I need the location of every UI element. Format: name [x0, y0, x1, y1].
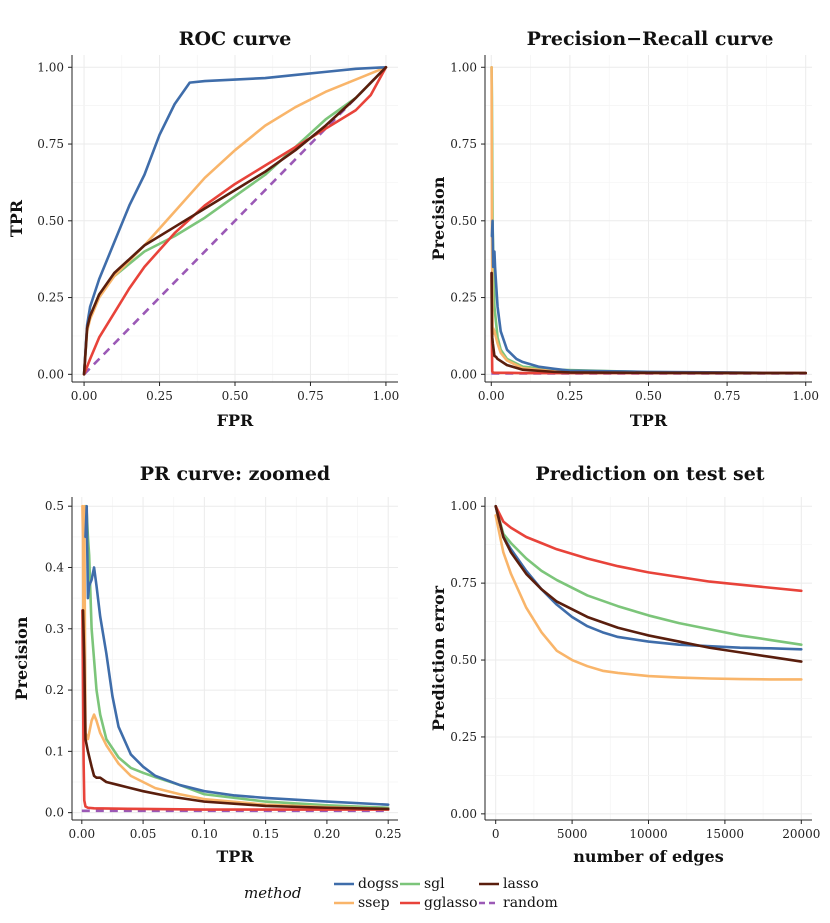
- y-axis-label: Precision: [12, 616, 31, 700]
- legend-label: dogss: [358, 876, 399, 892]
- x-tick-label: 0.00: [478, 389, 505, 403]
- x-tick-label: 0.00: [71, 389, 98, 403]
- series-line-dogss: [490, 219, 808, 375]
- series-line-ssep: [81, 504, 390, 811]
- gridlines: [485, 497, 812, 820]
- series-line-ssep: [494, 514, 803, 681]
- legend-title: method: [244, 884, 301, 902]
- panel-prediction-on-test-set: 0 5000 10000 15000 20000 0.00 0.25 0.50 0.75 1.00…: [429, 463, 820, 866]
- series-line-dogss: [494, 504, 803, 651]
- y-tick-label: 0.2: [45, 683, 64, 697]
- x-axis-label: number of edges: [573, 847, 723, 866]
- legend-label: gglasso: [424, 895, 478, 911]
- x-tick-label: 15000: [706, 827, 744, 841]
- series-line-gglasso: [81, 609, 390, 811]
- y-tick-label: 0.75: [37, 137, 64, 151]
- x-tick-label: 0.10: [191, 827, 218, 841]
- legend-label: sgl: [424, 876, 445, 892]
- x-tick-label: 10000: [629, 827, 667, 841]
- series-line-random: [83, 66, 387, 376]
- series-line-gglasso: [82, 65, 388, 376]
- series-line-lasso: [81, 609, 390, 811]
- y-tick-label: 0.75: [450, 576, 477, 590]
- series-line-lasso: [82, 65, 388, 376]
- y-tick-label: 1.00: [37, 60, 64, 74]
- x-axis-label: FPR: [217, 411, 254, 430]
- legend-item-ssep: ssep: [334, 895, 390, 911]
- gridlines: [72, 497, 398, 820]
- x-tick-label: 0.05: [130, 827, 157, 841]
- y-tick-label: 1.00: [450, 499, 477, 513]
- panel-pr-curve-zoomed: 0.00 0.05 0.10 0.15 0.20 0.25 0.0 0.1 0.2 0.3 0.4 0…: [12, 463, 402, 866]
- x-tick-label: 0.50: [222, 389, 249, 403]
- series-lines: [494, 504, 803, 681]
- series-lines: [81, 504, 390, 813]
- y-axis-label: Prediction error: [429, 585, 448, 731]
- x-tick-label: 5000: [557, 827, 588, 841]
- y-tick-label: 0.50: [450, 214, 477, 228]
- legend-label: lasso: [503, 876, 539, 892]
- x-tick-label: 1.00: [373, 389, 400, 403]
- x-tick-label: 0.75: [297, 389, 324, 403]
- legend: method dogss ssep sgl gglasso lasso random: [244, 876, 558, 911]
- y-tick-label: 0.00: [37, 367, 64, 381]
- y-tick-label: 0.0: [45, 806, 64, 820]
- y-tick-label: 0.3: [45, 622, 64, 636]
- x-tick-label: 20000: [782, 827, 820, 841]
- x-tick-label: 0.15: [252, 827, 279, 841]
- panel-title: PR curve: zoomed: [140, 463, 330, 485]
- legend-item-sgl: sgl: [400, 876, 445, 892]
- x-tick-label: 0.00: [68, 827, 95, 841]
- x-tick-label: 0.25: [557, 389, 584, 403]
- y-tick-label: 0.50: [450, 653, 477, 667]
- x-tick-label: 0.50: [635, 389, 662, 403]
- y-tick-label: 0.00: [450, 807, 477, 821]
- y-tick-label: 0.25: [450, 291, 477, 305]
- series-lines: [82, 65, 388, 376]
- legend-item-lasso: lasso: [479, 876, 539, 892]
- gridlines: [485, 55, 812, 382]
- legend-item-dogss: dogss: [334, 876, 399, 892]
- x-axis-label: TPR: [216, 847, 254, 866]
- y-tick-label: 0.4: [45, 560, 64, 574]
- series-line-dogss: [82, 65, 388, 376]
- series-line-gglasso: [494, 504, 803, 593]
- series-line-lasso: [494, 504, 803, 663]
- x-tick-label: 0.75: [714, 389, 741, 403]
- panel-roc-curve: 0.00 0.25 0.50 0.75 1.00 0.00 0.25 0.50 0.75 1.00…: [7, 28, 399, 430]
- panel-title: Prediction on test set: [535, 463, 764, 485]
- panel-precision-recall-curve: 0.00 0.25 0.50 0.75 1.00 0.00 0.25 0.50 0.75 1.00…: [429, 28, 819, 430]
- y-tick-label: 0.50: [37, 214, 64, 228]
- x-tick-label: 0: [492, 827, 500, 841]
- panel-title: ROC curve: [179, 28, 292, 50]
- y-tick-label: 0.25: [450, 730, 477, 744]
- panel-title: Precision−Recall curve: [527, 28, 774, 50]
- x-tick-label: 0.25: [375, 827, 402, 841]
- y-tick-label: 0.25: [37, 291, 64, 305]
- series-line-sgl: [82, 504, 390, 810]
- x-tick-label: 0.25: [146, 389, 173, 403]
- legend-label: ssep: [358, 895, 390, 911]
- x-axis-label: TPR: [630, 411, 668, 430]
- x-tick-label: 1.00: [792, 389, 819, 403]
- legend-label: random: [503, 895, 558, 911]
- legend-item-random: random: [479, 895, 558, 911]
- y-tick-label: 0.00: [450, 367, 477, 381]
- y-tick-label: 0.1: [45, 744, 64, 758]
- y-tick-label: 1.00: [450, 60, 477, 74]
- series-line-sgl: [494, 504, 803, 646]
- y-axis-label: Precision: [429, 176, 448, 260]
- series-line-lasso: [490, 271, 808, 375]
- series-line-dogss: [84, 504, 390, 806]
- y-tick-label: 0.5: [45, 499, 64, 513]
- legend-item-gglasso: gglasso: [400, 895, 478, 911]
- y-tick-label: 0.75: [450, 137, 477, 151]
- y-axis-label: TPR: [7, 199, 26, 237]
- series-lines: [490, 65, 808, 375]
- x-tick-label: 0.20: [314, 827, 341, 841]
